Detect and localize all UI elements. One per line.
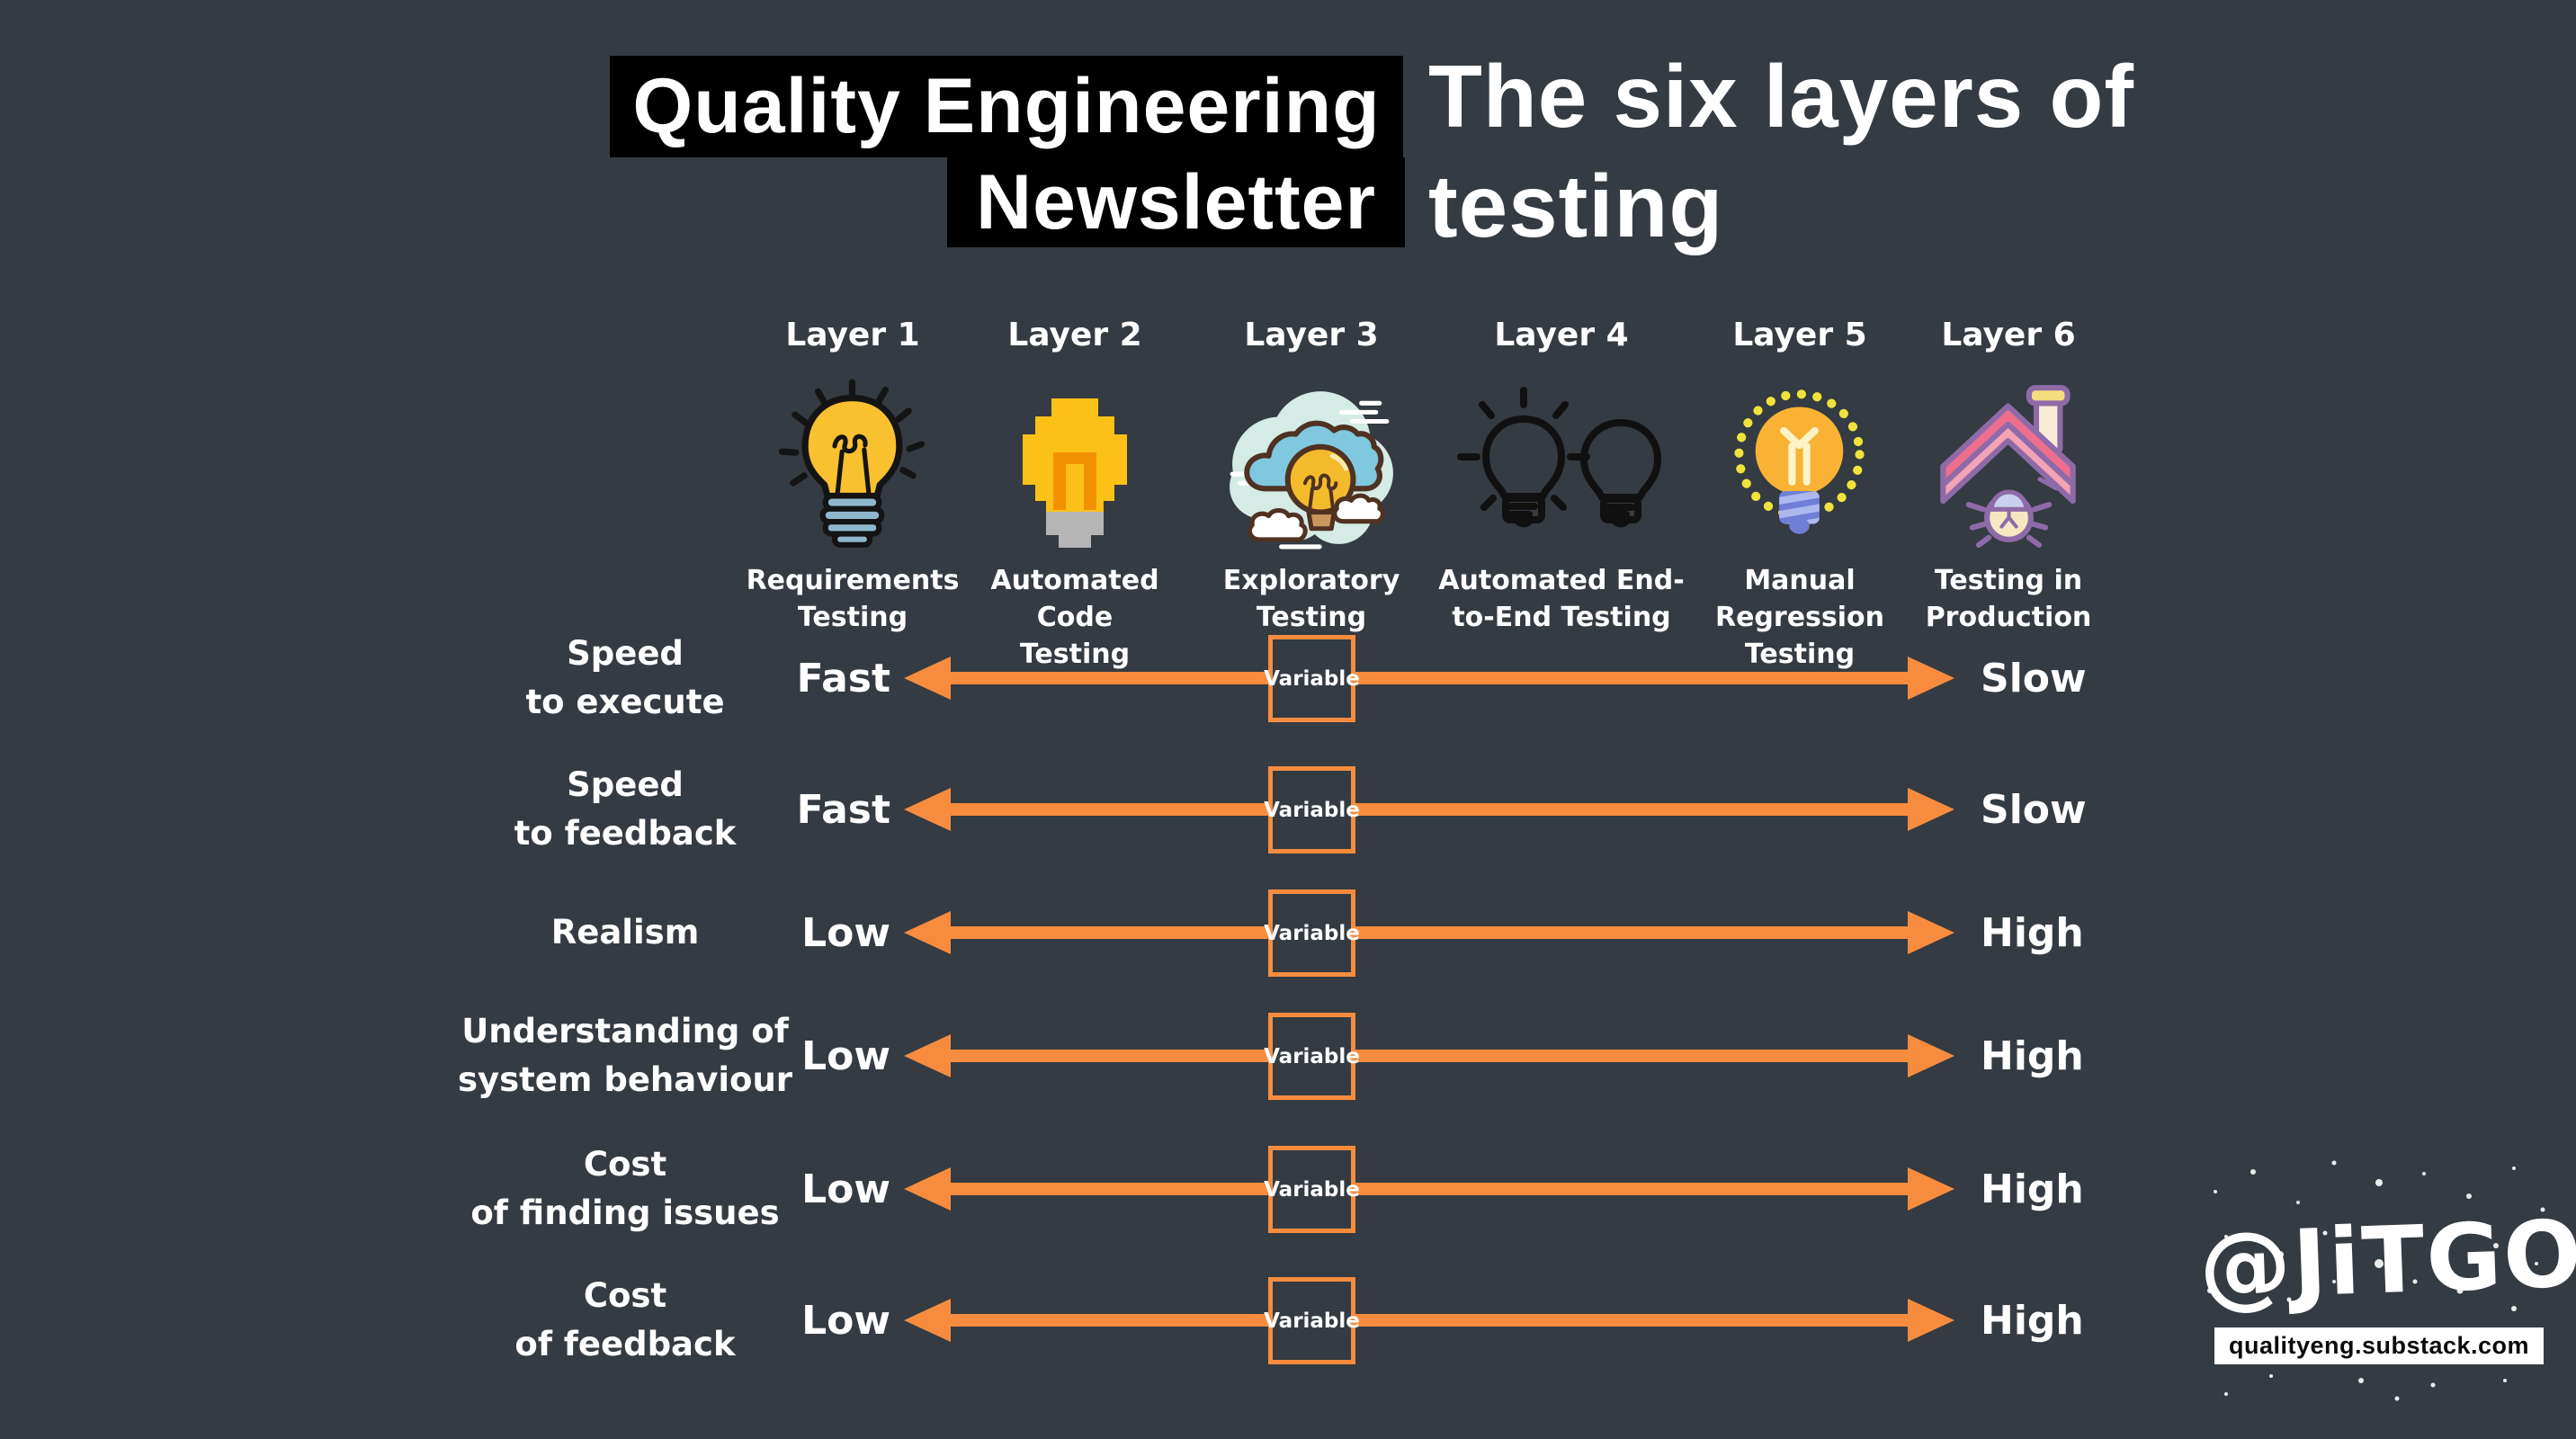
layer-5-caption: Manual Regression Testing (1714, 565, 1885, 670)
left-endpoint-value: Low (801, 1032, 890, 1079)
brand-title-line1: Quality Engineering (610, 56, 1403, 157)
brand-text-1: Quality Engineering (632, 63, 1381, 149)
metric-label: Speed to feedback (514, 765, 737, 853)
brand-text-2: Newsletter (976, 158, 1376, 246)
variable-marker: Variable (1264, 766, 1360, 854)
paint-speckles-decoration (2207, 1160, 2545, 1401)
left-endpoint-value: Fast (796, 655, 890, 702)
layer-6-label: Layer 6 (1941, 317, 2076, 353)
metric-label: Realism (550, 913, 700, 952)
layer-4-caption: Automated End- to-End Testing (1438, 565, 1685, 633)
layer-6-caption: Testing in Production (1925, 565, 2092, 633)
right-endpoint-value: Slow (1981, 786, 2087, 833)
layer-2-label: Layer 2 (1007, 317, 1142, 353)
metric-label: Cost of finding issues (470, 1145, 780, 1232)
double-arrow (904, 1034, 1954, 1077)
left-endpoint-value: Fast (796, 786, 890, 833)
newsletter-url: qualityeng.substack.com (2214, 1327, 2545, 1364)
metric-row-speed-to-feedback: Speed to feedback Fast Variable Slow (0, 742, 2576, 877)
layer-column-6: Layer 6 Testing in Produc (1883, 317, 2134, 636)
right-endpoint-value: High (1981, 1032, 2084, 1079)
metric-label: Understanding of system behaviour (457, 1012, 793, 1099)
double-arrow (904, 1299, 1954, 1342)
double-arrow (904, 911, 1954, 954)
variable-marker: Variable (1264, 1146, 1360, 1233)
metric-row-speed-to-execute: Speed to execute Fast Variable Slow (0, 611, 2576, 746)
left-endpoint-value: Low (801, 1297, 890, 1344)
right-endpoint-value: High (1981, 1166, 2084, 1212)
left-endpoint-value: Low (801, 909, 890, 956)
layer-column-2: Layer 2 (949, 317, 1201, 673)
brand-title-line2: Newsletter (947, 157, 1405, 247)
metric-row-cost-feedback: Cost of feedback Low Variable High (0, 1253, 2576, 1388)
double-arrow (904, 657, 1954, 700)
page-title-line2: testing (1428, 156, 1724, 255)
layer-2-caption: Automated Code Testing (990, 565, 1159, 670)
author-credit: @JiTGO qualityeng.substack.com (2197, 1156, 2576, 1426)
house-lightbulb-icon (1940, 385, 2076, 548)
variable-marker: Variable (1264, 1277, 1360, 1364)
metric-label: Cost of feedback (514, 1276, 736, 1363)
right-endpoint-value: Slow (1981, 655, 2087, 702)
variable-marker: Variable (1264, 635, 1360, 722)
layer-column-3: Layer 3 (1185, 317, 1437, 636)
layer-3-caption: Exploratory Testing (1222, 565, 1400, 633)
sketch-lightbulb-icon (778, 379, 926, 548)
double-arrow (904, 788, 1954, 831)
layer-column-5: Layer 5 Manual Regressi (1674, 317, 1926, 673)
layer-4-label: Layer 4 (1494, 317, 1629, 353)
layer-1-caption: Requirements Testing (746, 565, 960, 633)
glowing-lightbulb-icon (1734, 389, 1865, 534)
variable-marker: Variable (1264, 889, 1360, 977)
metric-label: Speed to execute (525, 634, 725, 721)
double-arrow (904, 1167, 1954, 1211)
pixel-lightbulb-icon (1023, 398, 1127, 548)
cloud-lightbulb-icon (1230, 391, 1393, 550)
variable-marker: Variable (1264, 1013, 1360, 1100)
layer-column-1: Layer 1 (727, 317, 979, 636)
layer-column-4: Layer 4 Automat (1436, 317, 1687, 636)
outline-lightbulbs-icon (1457, 387, 1661, 528)
author-handle: @JiTGO (2197, 1201, 2576, 1321)
layer-3-label: Layer 3 (1244, 317, 1379, 353)
page-title: The six layers of testing (1428, 41, 2134, 261)
layer-5-label: Layer 5 (1732, 317, 1867, 353)
metric-row-understanding: Understanding of system behaviour Low Va… (0, 988, 2576, 1123)
right-endpoint-value: High (1981, 909, 2084, 956)
metric-row-realism: Realism Low Variable High (0, 865, 2576, 1000)
metric-row-cost-finding-issues: Cost of finding issues Low Variable High (0, 1122, 2576, 1256)
page-title-line1: The six layers of (1428, 47, 2135, 146)
left-endpoint-value: Low (801, 1166, 890, 1212)
layer-1-label: Layer 1 (785, 317, 920, 353)
right-endpoint-value: High (1981, 1297, 2084, 1344)
